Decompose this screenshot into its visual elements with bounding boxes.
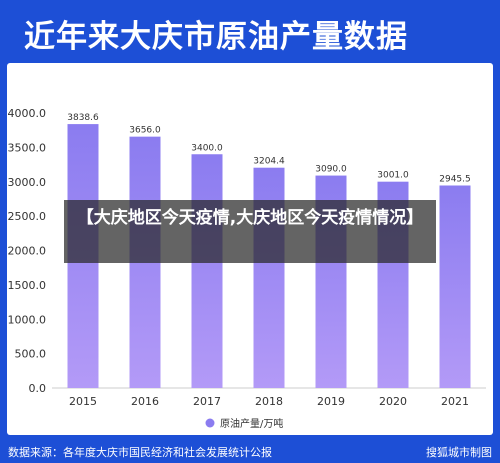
headline-overlay: 【大庆地区今天疫情,大庆地区今天疫情情况】 bbox=[64, 200, 436, 263]
x-tick-label: 2021 bbox=[441, 395, 469, 408]
header: 近年来大庆市原油产量数据 bbox=[0, 0, 500, 62]
bar bbox=[439, 185, 471, 388]
data-source-note: 数据来源：各年度大庆市国民经济和社会发展统计公报 bbox=[8, 446, 272, 459]
bar-value-label: 3090.0 bbox=[315, 165, 347, 175]
bar-value-label: 3001.0 bbox=[377, 171, 409, 181]
y-tick-label: 3500.0 bbox=[8, 141, 47, 154]
chart-title: 近年来大庆市原油产量数据 bbox=[24, 19, 408, 55]
y-tick-label: 4000.0 bbox=[8, 107, 47, 120]
legend-swatch bbox=[205, 418, 215, 428]
y-tick-label: 2500.0 bbox=[8, 210, 47, 223]
x-tick-label: 2018 bbox=[255, 395, 283, 408]
y-tick-label: 3000.0 bbox=[8, 176, 47, 189]
bar-value-label: 3656.0 bbox=[129, 126, 161, 136]
bar bbox=[191, 154, 223, 388]
bar-value-label: 3838.6 bbox=[67, 113, 99, 123]
legend-label: 原油产量/万吨 bbox=[220, 417, 283, 430]
y-tick-label: 0.0 bbox=[29, 382, 47, 395]
y-tick-label: 2000.0 bbox=[8, 245, 47, 258]
bar-value-label: 3400.0 bbox=[191, 143, 223, 153]
chart-credit: 搜狐城市制图 bbox=[426, 446, 492, 459]
x-tick-label: 2019 bbox=[317, 395, 345, 408]
y-tick-label: 1500.0 bbox=[8, 279, 47, 292]
y-tick-label: 1000.0 bbox=[8, 313, 47, 326]
y-tick-label: 500.0 bbox=[15, 348, 47, 361]
x-tick-label: 2016 bbox=[131, 395, 159, 408]
bar-value-label: 3204.4 bbox=[253, 157, 285, 167]
bar-value-label: 2945.5 bbox=[439, 174, 471, 184]
x-tick-label: 2017 bbox=[193, 395, 221, 408]
x-tick-label: 2015 bbox=[69, 395, 97, 408]
x-tick-label: 2020 bbox=[379, 395, 407, 408]
